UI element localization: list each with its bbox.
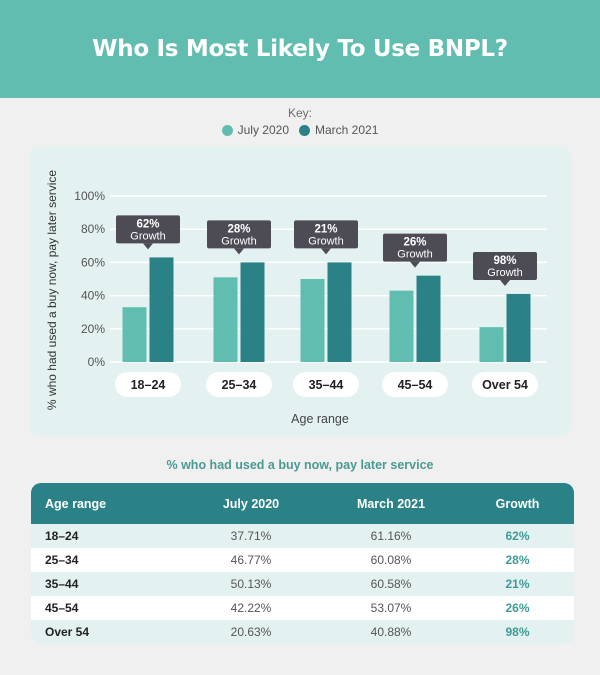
y-tick-label: 60% — [81, 255, 105, 269]
cell-march-2021: 40.88% — [370, 625, 412, 639]
category-pill — [293, 372, 359, 397]
cell-july-2020: 37.71% — [230, 529, 272, 543]
column-header: July 2020 — [222, 496, 280, 511]
growth-value: 28% — [227, 223, 250, 235]
cell-march-2021: 60.08% — [370, 553, 412, 567]
table-row: 45–54 42.22% 53.07% 26% — [31, 596, 574, 620]
growth-callout — [116, 215, 180, 244]
table-row: 18–24 37.71% 61.16% 62% — [31, 524, 574, 548]
growth-label: Growth — [397, 249, 432, 261]
callout-pointer-icon — [321, 248, 331, 255]
growth-label: Growth — [221, 235, 256, 247]
column-header: Age range — [45, 496, 107, 511]
category-pill — [206, 372, 272, 397]
y-tick-label: 80% — [81, 222, 105, 236]
y-tick-label: 0% — [88, 355, 106, 369]
cell-age-range: 45–54 — [45, 601, 79, 615]
cell-july-2020: 46.77% — [230, 553, 272, 567]
cell-age-range: 35–44 — [45, 577, 79, 591]
cell-growth: 28% — [505, 553, 530, 567]
y-tick-label: 20% — [81, 322, 105, 336]
growth-value: 62% — [136, 218, 159, 230]
cell-july-2020: 50.13% — [230, 577, 272, 591]
bar-july-2020 — [213, 277, 238, 362]
cell-age-range: Over 54 — [45, 625, 90, 639]
bar-march-2021 — [416, 275, 441, 362]
bar-july-2020 — [300, 279, 325, 362]
growth-callout — [294, 220, 358, 249]
x-tick-label: 45–54 — [398, 378, 433, 392]
x-tick-label: 25–34 — [222, 378, 257, 392]
bar-march-2021 — [327, 262, 352, 362]
growth-label: Growth — [308, 235, 343, 247]
x-tick-label: 35–44 — [309, 378, 344, 392]
chart-panel: 0% 20% 40% 60% 80% 100% % who had used a buy n… — [29, 147, 572, 436]
data-table: Age range July 2020 March 2021 Growth 18… — [31, 483, 574, 644]
table-row: Over 54 20.63% 40.88% 98% — [31, 620, 574, 644]
callout-pointer-icon — [410, 261, 420, 268]
growth-value: 26% — [403, 237, 426, 249]
bar-july-2020 — [479, 327, 504, 362]
title-banner: Who Is Most Likely To Use BNPL? — [0, 0, 600, 98]
growth-label: Growth — [130, 230, 165, 242]
y-axis-label: % who had used a buy now, pay later serv… — [45, 170, 59, 410]
cell-march-2021: 53.07% — [370, 601, 412, 615]
growth-callout — [207, 220, 271, 249]
category-pill — [472, 372, 538, 397]
bar-march-2021 — [149, 257, 174, 362]
cell-growth: 98% — [505, 625, 530, 639]
callout-pointer-icon — [234, 248, 244, 255]
growth-label: Growth — [487, 267, 522, 279]
legend-dot-icon — [221, 124, 233, 136]
callout-pointer-icon — [500, 279, 510, 286]
growth-value: 98% — [493, 255, 516, 267]
page-title: Who Is Most Likely To Use BNPL? — [92, 36, 508, 62]
growth-value: 21% — [314, 223, 337, 235]
cell-age-range: 25–34 — [45, 553, 79, 567]
column-header: Growth — [495, 496, 540, 511]
growth-callout — [383, 233, 447, 262]
cell-growth: 21% — [505, 577, 530, 591]
legend-dot-icon — [299, 124, 310, 136]
category-pill — [382, 372, 448, 397]
legend: July 2020 March 2021 — [0, 123, 600, 137]
table-header-row: Age range July 2020 March 2021 Growth — [31, 483, 574, 524]
legend-item-july-2020: July 2020 — [221, 123, 289, 137]
bar-chart: 0% 20% 40% 60% 80% 100% % who had used a buy n… — [45, 170, 547, 426]
bar-july-2020 — [122, 307, 147, 362]
growth-callout — [473, 251, 537, 280]
legend-label: March 2021 — [315, 123, 379, 137]
table-title: % who had used a buy now, pay later serv… — [166, 458, 434, 472]
x-tick-label: 18–24 — [131, 378, 166, 392]
callout-pointer-icon — [143, 243, 153, 250]
cell-march-2021: 61.16% — [370, 529, 412, 543]
column-header: March 2021 — [356, 496, 426, 511]
cell-july-2020: 42.22% — [230, 601, 272, 615]
bar-march-2021 — [506, 293, 531, 362]
category-pill — [115, 372, 181, 397]
bar-march-2021 — [240, 262, 265, 362]
cell-march-2021: 60.58% — [370, 577, 412, 591]
legend-label: July 2020 — [237, 123, 289, 137]
cell-july-2020: 20.63% — [230, 625, 272, 639]
y-tick-label: 40% — [81, 289, 105, 303]
cell-growth: 26% — [505, 601, 530, 615]
x-axis-label: Age range — [291, 412, 349, 426]
bar-july-2020 — [389, 290, 414, 362]
cell-age-range: 18–24 — [45, 529, 79, 543]
table-row: 35–44 50.13% 60.58% 21% — [31, 572, 574, 596]
cell-growth: 62% — [505, 529, 530, 543]
x-tick-label: Over 54 — [482, 378, 528, 392]
table-row: 25–34 46.77% 60.08% 28% — [31, 548, 574, 572]
legend-title: Key: — [287, 106, 312, 120]
y-tick-label: 100% — [74, 189, 105, 203]
legend-item-march-2021: March 2021 — [299, 123, 378, 137]
